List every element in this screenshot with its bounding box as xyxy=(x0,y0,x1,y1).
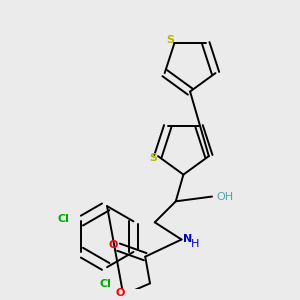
Text: OH: OH xyxy=(217,192,234,202)
Text: S: S xyxy=(167,35,175,45)
Text: O: O xyxy=(108,240,118,250)
Text: Cl: Cl xyxy=(99,279,111,289)
Text: Cl: Cl xyxy=(57,214,69,224)
Text: O: O xyxy=(116,288,125,298)
Text: H: H xyxy=(191,239,200,249)
Text: S: S xyxy=(149,153,157,163)
Text: N: N xyxy=(183,234,193,244)
